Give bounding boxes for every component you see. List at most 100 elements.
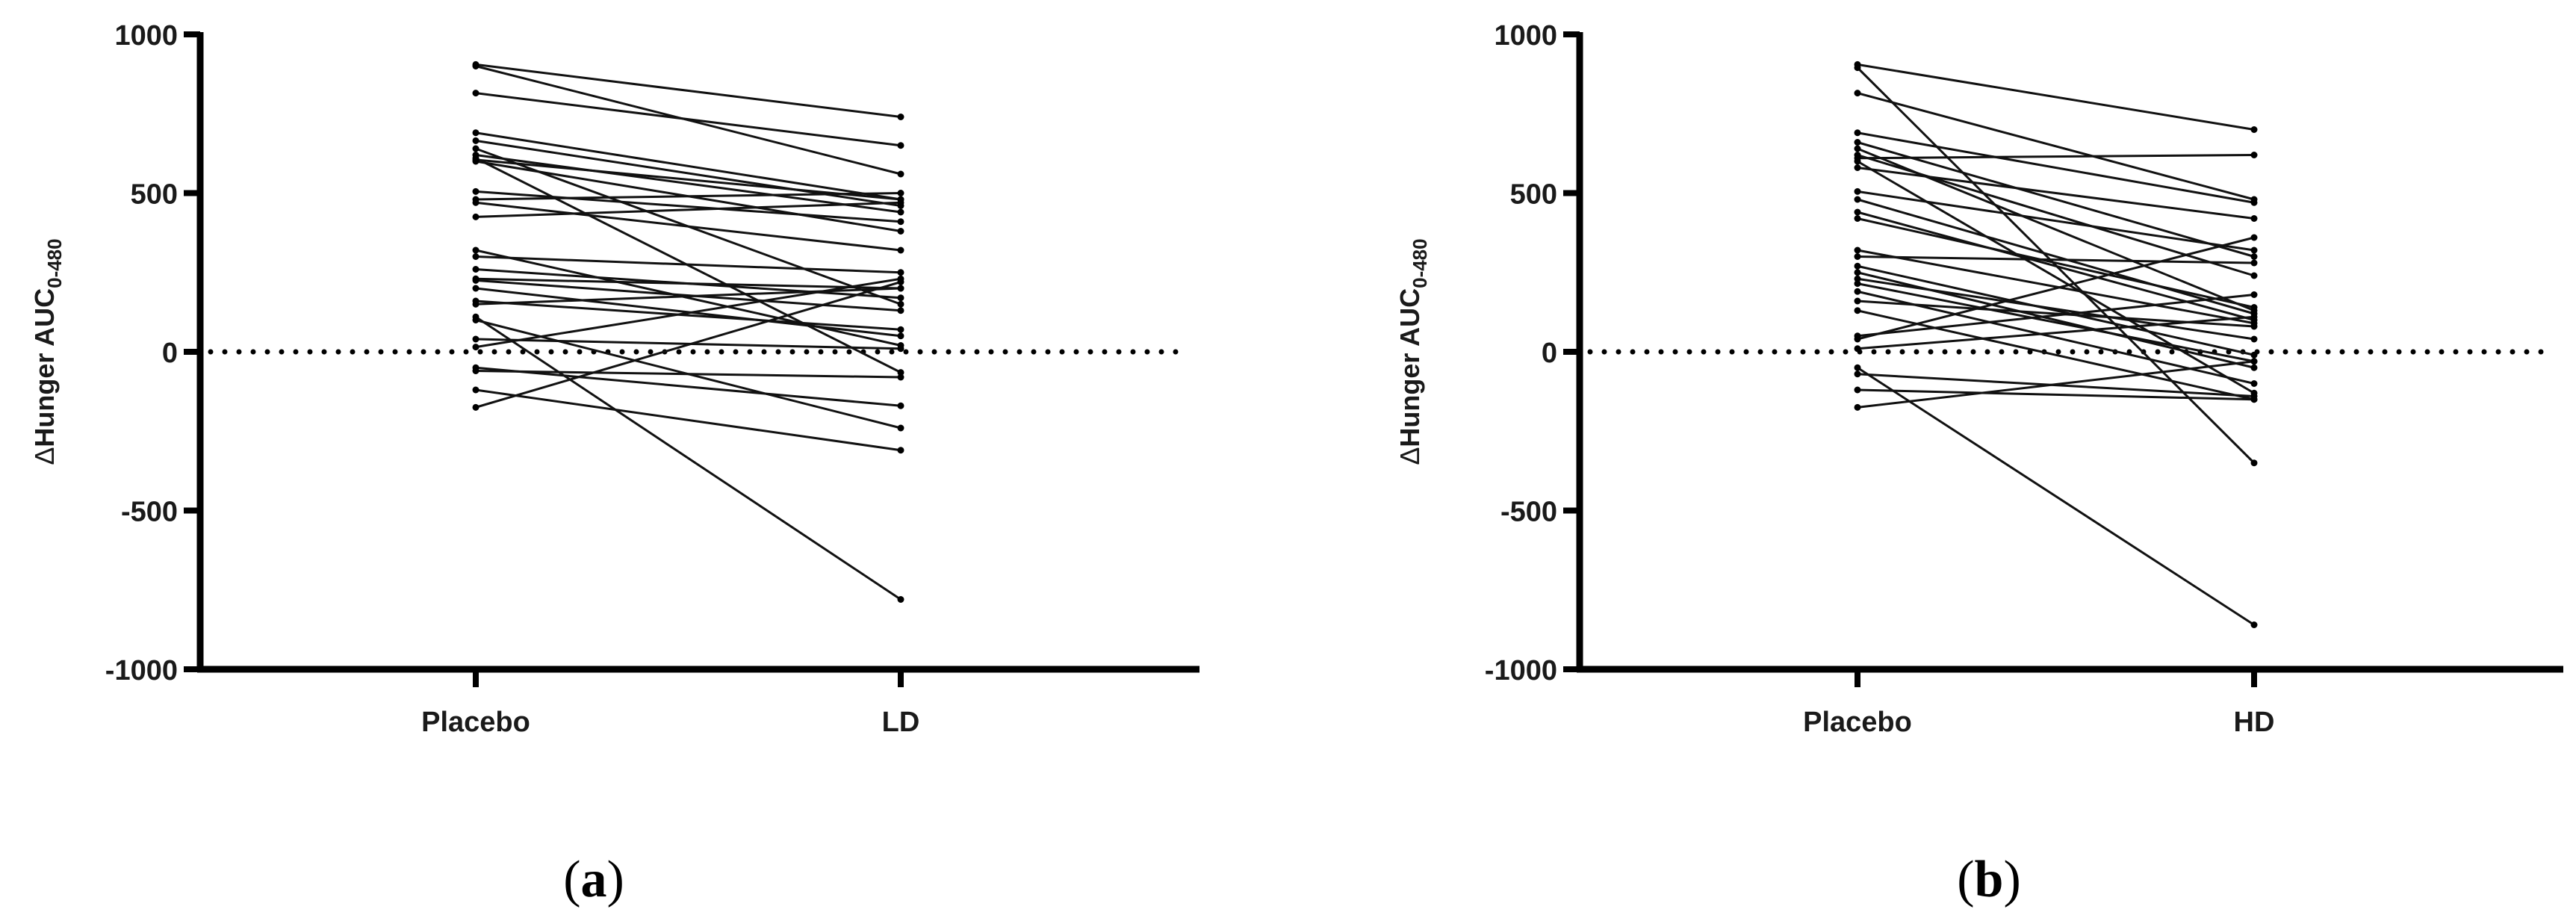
data-point-placebo — [472, 129, 479, 137]
subject-pair-line — [472, 279, 904, 411]
data-point-placebo — [1854, 145, 1861, 152]
subject-pair-line — [472, 199, 904, 220]
pair-segment — [1857, 154, 2255, 160]
pair-segment — [475, 277, 901, 290]
data-point-ld — [897, 332, 904, 340]
data-point-hd — [2250, 152, 2258, 158]
subject-pair-line — [1854, 187, 2258, 254]
y-tick-label: -500 — [1500, 497, 1557, 528]
panel-label-letter: a — [581, 851, 607, 908]
pair-segment — [475, 316, 901, 601]
data-point-placebo — [1854, 129, 1861, 137]
y-tick-label: -1000 — [1485, 655, 1557, 686]
data-point-ld — [897, 279, 904, 285]
data-point-ld — [897, 190, 904, 196]
data-point-placebo — [1854, 64, 1861, 72]
data-point-placebo — [1854, 90, 1861, 97]
pair-segment — [475, 281, 901, 409]
data-point-hd — [2250, 234, 2258, 241]
data-point-placebo — [472, 285, 479, 292]
pair-segment — [1857, 141, 2255, 258]
pair-segment — [1857, 92, 2255, 201]
data-point-ld — [897, 269, 904, 276]
data-point-placebo — [1854, 246, 1861, 254]
pair-segment — [1857, 249, 2255, 325]
pair-segment — [1857, 131, 2255, 204]
panel-label: (a) — [563, 851, 624, 908]
pair-segment — [1857, 366, 2255, 626]
panel-label-open: ( — [563, 851, 580, 908]
subject-pair-line — [472, 199, 904, 254]
pair-segment — [475, 131, 901, 201]
data-point-placebo — [1854, 297, 1861, 305]
subject-pair-line — [1854, 90, 2258, 203]
pair-segment — [475, 201, 901, 252]
subject-pair-line — [1854, 313, 2258, 353]
x-tick-label-ld: LD — [882, 707, 920, 738]
y-tick-label: -1000 — [105, 655, 178, 686]
data-point-hd — [2250, 358, 2258, 365]
pair-segment — [1857, 198, 2255, 315]
y-axis-label-delta: Δ — [1394, 447, 1425, 465]
y-tick-label: 0 — [1542, 338, 1557, 369]
subject-pair-line — [1854, 253, 2258, 267]
data-point-hd — [2250, 272, 2258, 279]
data-point-hd — [2250, 246, 2258, 254]
data-point-placebo — [472, 300, 479, 308]
data-point-ld — [897, 285, 904, 292]
pair-segment — [475, 366, 901, 407]
data-point-ld — [897, 596, 904, 603]
pair-segment — [475, 63, 901, 118]
data-point-placebo — [472, 403, 479, 411]
data-point-placebo — [472, 90, 479, 97]
data-point-ld — [897, 307, 904, 314]
panel-label-open: ( — [1957, 851, 1974, 908]
x-tick-label-placebo: Placebo — [1803, 707, 1912, 738]
data-point-placebo — [1854, 386, 1861, 394]
pair-segment — [475, 370, 901, 379]
panel-label-letter: b — [1975, 851, 2004, 908]
data-point-ld — [897, 424, 904, 432]
pair-segment — [475, 190, 901, 223]
data-point-hd — [2250, 126, 2258, 133]
y-axis-label-delta: Δ — [29, 447, 60, 465]
subject-pair-line — [1854, 139, 2258, 260]
pair-segment — [1857, 309, 2255, 401]
data-point-hd — [2250, 335, 2258, 343]
data-point-placebo — [1854, 275, 1861, 282]
data-point-hd — [2250, 621, 2258, 628]
data-point-ld — [897, 447, 904, 454]
subject-pair-line — [472, 253, 904, 276]
data-point-ld — [897, 294, 904, 302]
pair-segment — [1857, 63, 2255, 131]
data-point-hd — [2250, 199, 2258, 206]
data-point-placebo — [472, 368, 479, 374]
data-point-ld — [897, 369, 904, 376]
subject-pair-line — [1854, 61, 2258, 133]
pair-segment — [1857, 277, 2255, 341]
data-point-placebo — [472, 335, 479, 343]
pair-segment — [1857, 255, 2255, 264]
data-point-hd — [2250, 364, 2258, 371]
y-tick-label: 1000 — [1494, 20, 1557, 52]
y-axis-label-subscript: 0-480 — [43, 238, 66, 288]
panel-b: 1000 500 0 -500 -1000 Placebo HD ΔHunger AUC0-4… — [1394, 20, 2563, 908]
subject-pair-line — [1854, 234, 2258, 343]
subject-pair-line — [1854, 152, 2258, 162]
data-point-placebo — [472, 246, 479, 254]
subject-pair-line — [472, 246, 904, 349]
pair-segment — [1857, 388, 2255, 401]
data-point-hd — [2250, 380, 2258, 387]
data-point-placebo — [1854, 403, 1861, 411]
subject-pair-line — [472, 90, 904, 149]
data-point-hd — [2250, 313, 2258, 320]
data-point-placebo — [1854, 370, 1861, 378]
y-axis-label: ΔHunger AUC0-480 — [1394, 238, 1431, 465]
data-point-ld — [897, 114, 904, 120]
data-point-hd — [2250, 215, 2258, 222]
subject-pair-line — [472, 61, 904, 120]
pair-segment — [475, 192, 901, 201]
data-point-ld — [897, 228, 904, 235]
pair-segment — [1857, 190, 2255, 252]
